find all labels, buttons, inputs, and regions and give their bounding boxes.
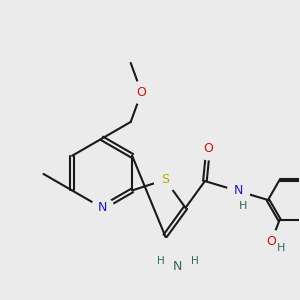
Text: O: O <box>136 86 146 99</box>
Text: N: N <box>173 260 182 273</box>
Text: H: H <box>191 256 199 266</box>
Text: H: H <box>239 201 247 211</box>
Text: H: H <box>157 256 164 266</box>
Text: S: S <box>161 173 169 186</box>
Text: O: O <box>266 235 276 248</box>
Text: H: H <box>277 243 285 253</box>
Text: N: N <box>98 201 107 214</box>
Text: O: O <box>203 142 213 154</box>
Text: N: N <box>233 184 243 197</box>
